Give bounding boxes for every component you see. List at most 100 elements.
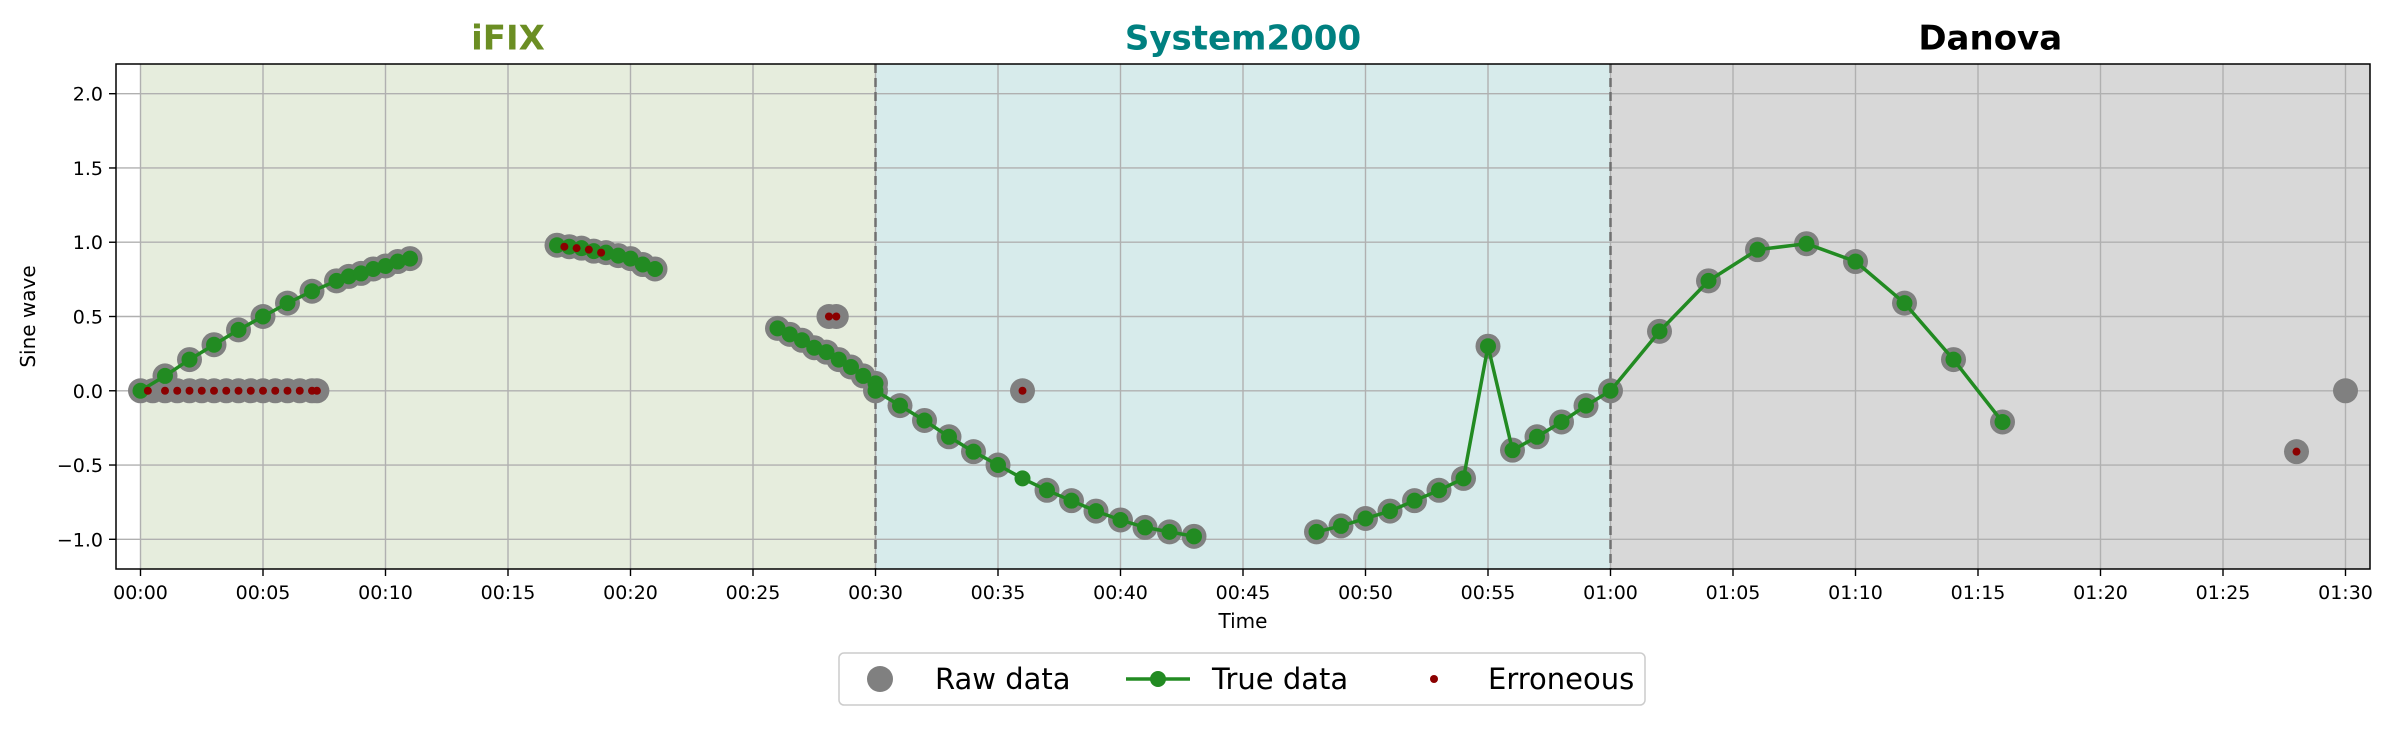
erroneous-point bbox=[824, 312, 833, 321]
true-data-point bbox=[230, 321, 247, 338]
x-tick-label: 00:30 bbox=[848, 582, 903, 604]
true-data-point bbox=[818, 344, 835, 361]
true-data-point bbox=[1333, 517, 1349, 534]
true-data-point bbox=[916, 412, 933, 429]
region-boundaries bbox=[874, 64, 1612, 569]
true-data-point bbox=[561, 238, 578, 255]
true-data-point bbox=[855, 367, 872, 384]
y-tick-label: 0.0 bbox=[73, 381, 103, 403]
true-data-point bbox=[1431, 482, 1447, 499]
erroneous-point bbox=[259, 386, 267, 395]
true-data-point bbox=[781, 326, 798, 343]
true-data-point bbox=[1063, 492, 1080, 509]
true-data-point bbox=[892, 397, 908, 414]
x-tick-label: 01:30 bbox=[2318, 582, 2373, 604]
erroneous-point bbox=[185, 386, 194, 395]
true-data-point bbox=[181, 351, 198, 368]
erroneous-point bbox=[295, 386, 304, 395]
x-tick-label: 01:15 bbox=[1951, 582, 2006, 604]
erroneous-point bbox=[173, 386, 182, 395]
y-axis-ticks: 2.0 1.5 1.0 0.5 0.0 −0.5 −1.0 bbox=[57, 84, 116, 551]
region-titles: iFIX System2000 Danova bbox=[471, 19, 2062, 59]
x-axis-label: Time bbox=[1218, 609, 1268, 633]
true-data-point bbox=[1651, 323, 1668, 340]
true-data-point bbox=[1945, 351, 1962, 368]
erroneous-point bbox=[234, 386, 243, 395]
true-data-point bbox=[990, 457, 1006, 474]
x-tick-label: 00:20 bbox=[603, 582, 658, 604]
x-tick-label: 00:50 bbox=[1338, 582, 1393, 604]
legend-box bbox=[838, 652, 1646, 706]
legend-label: Erroneous bbox=[1488, 662, 1634, 696]
true-data-point bbox=[1700, 272, 1717, 289]
erroneous-point bbox=[222, 386, 231, 395]
true-data-point bbox=[353, 265, 369, 282]
y-tick-label: 1.5 bbox=[73, 158, 103, 180]
true-data-point bbox=[1039, 482, 1055, 499]
true-data-point bbox=[843, 359, 859, 375]
y-axis-label: Sine wave bbox=[16, 265, 40, 367]
true-data-point bbox=[1994, 413, 2011, 430]
y-tick-label: 2.0 bbox=[73, 84, 103, 106]
erroneous-point bbox=[597, 248, 606, 257]
legend-true-swatch bbox=[1150, 671, 1166, 687]
true-data-point bbox=[634, 256, 651, 273]
x-tick-label: 00:35 bbox=[971, 582, 1026, 604]
true-data-point bbox=[610, 247, 627, 264]
x-tick-label: 00:25 bbox=[726, 582, 781, 604]
true-data-point bbox=[794, 332, 810, 349]
x-tick-label: 00:05 bbox=[236, 582, 291, 604]
x-axis-ticks: 00:00 00:05 00:10 00:15 00:20 00:25 00:30 00:35… bbox=[113, 569, 2373, 604]
true-data-point bbox=[1308, 523, 1325, 540]
x-tick-label: 00:10 bbox=[358, 582, 413, 604]
erroneous-point bbox=[572, 244, 581, 253]
x-tick-label: 01:10 bbox=[1828, 582, 1883, 604]
true-data-point bbox=[598, 244, 614, 261]
true-data-point bbox=[1088, 503, 1104, 520]
y-tick-label: 1.0 bbox=[73, 232, 103, 254]
true-data-point bbox=[340, 268, 357, 285]
true-data-point bbox=[402, 250, 418, 267]
true-data-point bbox=[1749, 241, 1766, 258]
true-data-point bbox=[647, 260, 663, 277]
x-tick-label: 00:45 bbox=[1216, 582, 1271, 604]
region-title: System2000 bbox=[1125, 19, 1361, 59]
true-data-point bbox=[769, 320, 786, 337]
true-data-lines bbox=[132, 235, 2011, 545]
true-data-point bbox=[328, 272, 345, 289]
erroneous-markers bbox=[143, 242, 2301, 456]
x-tick-label: 00:40 bbox=[1093, 582, 1148, 604]
true-data-point bbox=[1382, 503, 1398, 520]
x-tick-label: 00:15 bbox=[481, 582, 536, 604]
true-data-point bbox=[1406, 492, 1423, 509]
true-data-point bbox=[1186, 528, 1202, 545]
true-data-point bbox=[1847, 253, 1864, 270]
true-data-point bbox=[1137, 519, 1153, 536]
erroneous-point bbox=[161, 386, 169, 395]
y-tick-label: −0.5 bbox=[57, 455, 103, 477]
legend-label: True data bbox=[1211, 662, 1348, 696]
true-data-point bbox=[806, 339, 823, 356]
erroneous-point bbox=[1018, 386, 1027, 395]
erroneous-point bbox=[312, 386, 321, 395]
true-data-point bbox=[206, 336, 222, 353]
true-data-point bbox=[365, 260, 382, 277]
true-data-point bbox=[157, 367, 173, 384]
erroneous-point bbox=[246, 386, 255, 395]
x-tick-label: 01:00 bbox=[1583, 582, 1638, 604]
x-tick-label: 01:25 bbox=[2196, 582, 2251, 604]
true-data-point bbox=[1480, 338, 1496, 355]
true-data-point bbox=[622, 250, 639, 267]
y-tick-label: −1.0 bbox=[57, 529, 103, 551]
true-data-point bbox=[1578, 397, 1594, 414]
true-data-point bbox=[1014, 470, 1031, 487]
legend-erroneous-swatch bbox=[1430, 675, 1438, 683]
legend-raw-swatch bbox=[867, 666, 893, 692]
x-tick-label: 01:20 bbox=[2073, 582, 2128, 604]
erroneous-point bbox=[584, 245, 593, 254]
true-data-point bbox=[1602, 382, 1619, 399]
erroneous-point bbox=[210, 386, 218, 395]
region-title: iFIX bbox=[471, 19, 545, 59]
